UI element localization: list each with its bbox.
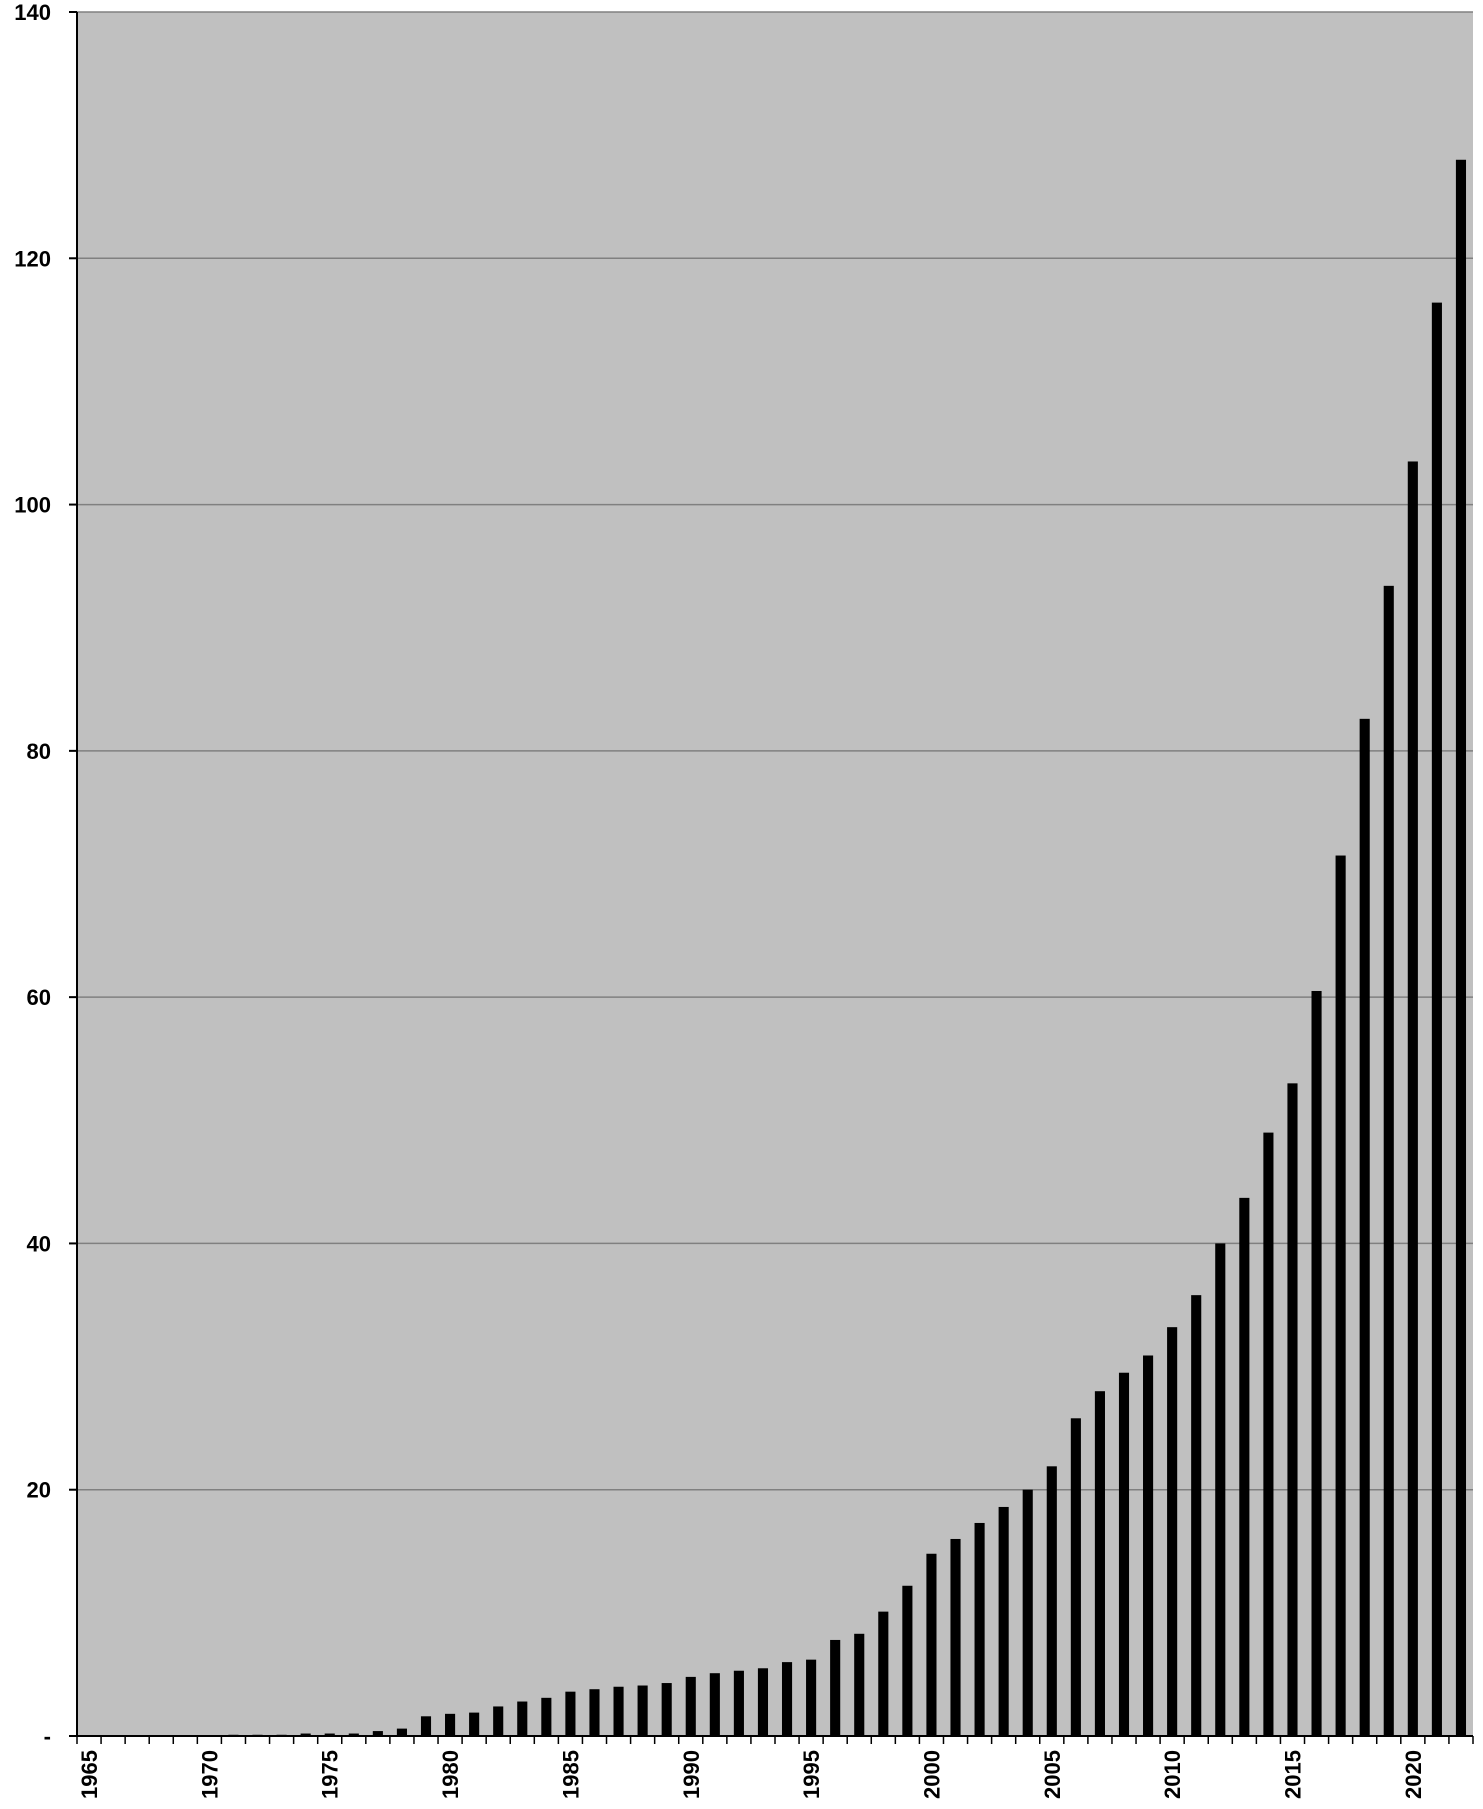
- bar: [830, 1639, 841, 1736]
- x-tick-label: 2015: [1280, 1750, 1305, 1799]
- bar: [1046, 1466, 1057, 1736]
- y-tick-label: 60: [27, 985, 51, 1010]
- bar: [1191, 1295, 1202, 1736]
- y-tick-label: 140: [14, 0, 51, 25]
- y-axis-ticks: - 20 40 60 80 100 120 140: [14, 0, 77, 1749]
- y-tick-label: 80: [27, 739, 51, 764]
- x-tick-label: 1965: [77, 1750, 102, 1799]
- bar: [1118, 1372, 1130, 1736]
- bar: [1263, 1132, 1274, 1736]
- x-tick-label: 2005: [1040, 1750, 1065, 1799]
- bar: [854, 1633, 865, 1736]
- y-tick-label: 120: [14, 246, 51, 271]
- bar: [1455, 159, 1467, 1736]
- bar: [974, 1522, 985, 1736]
- bar: [1407, 461, 1418, 1736]
- bar: [396, 1728, 407, 1736]
- bar: [445, 1713, 456, 1736]
- x-tick-label: 1975: [318, 1750, 343, 1799]
- bar: [517, 1701, 528, 1736]
- bar: [806, 1659, 817, 1736]
- x-tick-label: 1985: [558, 1750, 583, 1799]
- bar: [1070, 1418, 1081, 1736]
- bar: [1359, 718, 1370, 1736]
- bar: [757, 1668, 769, 1736]
- x-tick-label: 1980: [438, 1750, 463, 1799]
- x-tick-label: 1970: [197, 1750, 222, 1799]
- x-tick-label: 1995: [799, 1750, 824, 1799]
- bar: [493, 1706, 504, 1736]
- x-axis-ticks: 1965 1970 1975 1980 1985 1990 1995 2000 2005 2010…: [76, 1736, 1474, 1799]
- y-tick-label: 100: [14, 493, 51, 518]
- bar: [781, 1662, 793, 1736]
- bar: [685, 1676, 696, 1736]
- x-tick-label: 2000: [919, 1750, 944, 1799]
- y-tick-label: -: [44, 1724, 51, 1749]
- bar: [589, 1689, 600, 1736]
- x-tick-label: 1990: [679, 1750, 704, 1799]
- bar: [565, 1691, 576, 1736]
- x-tick-label: 2020: [1401, 1750, 1426, 1799]
- gridlines: [77, 11, 1473, 1491]
- bar: [1094, 1391, 1105, 1736]
- bar: [1239, 1197, 1250, 1736]
- bars: [228, 159, 1467, 1736]
- bar: [926, 1553, 937, 1736]
- bar: [1022, 1489, 1033, 1736]
- bar: [637, 1685, 648, 1736]
- bar: [541, 1697, 552, 1736]
- bar: [1383, 585, 1394, 1736]
- y-tick-label: 20: [27, 1478, 51, 1503]
- bar: [1311, 990, 1322, 1736]
- bar: [998, 1506, 1009, 1736]
- bar: [1287, 1083, 1298, 1736]
- bar: [1215, 1243, 1226, 1736]
- bar: [1167, 1327, 1178, 1736]
- bar: [733, 1670, 744, 1736]
- bar: [469, 1712, 480, 1736]
- bar: [324, 1733, 335, 1736]
- bar: [950, 1538, 961, 1736]
- bar: [300, 1733, 311, 1736]
- bar: [709, 1673, 720, 1736]
- bar: [420, 1716, 432, 1736]
- bar: [613, 1686, 624, 1736]
- bar: [348, 1733, 359, 1736]
- y-tick-label: 40: [27, 1231, 51, 1256]
- x-tick-label: 2010: [1160, 1750, 1185, 1799]
- bar: [1335, 855, 1346, 1736]
- bar: [1143, 1355, 1154, 1736]
- bar: [902, 1585, 913, 1736]
- bar: [1431, 302, 1442, 1736]
- bar: [878, 1611, 889, 1736]
- bar: [372, 1731, 383, 1736]
- bar: [661, 1683, 672, 1736]
